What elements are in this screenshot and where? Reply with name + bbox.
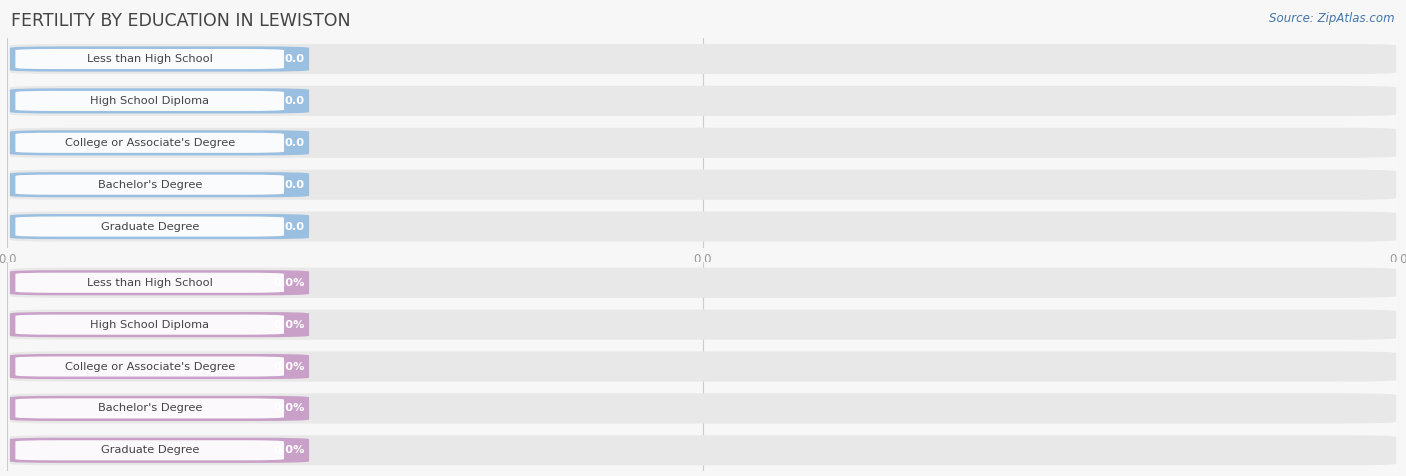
Text: 0.0%: 0.0% bbox=[273, 403, 305, 414]
Text: College or Associate's Degree: College or Associate's Degree bbox=[65, 138, 235, 148]
Text: College or Associate's Degree: College or Associate's Degree bbox=[65, 361, 235, 372]
FancyBboxPatch shape bbox=[10, 268, 1396, 298]
FancyBboxPatch shape bbox=[10, 312, 309, 337]
Text: 0.0: 0.0 bbox=[285, 96, 305, 106]
Text: 0.0%: 0.0% bbox=[273, 361, 305, 372]
Text: 0.0%: 0.0% bbox=[273, 445, 305, 456]
Text: Bachelor's Degree: Bachelor's Degree bbox=[97, 403, 202, 414]
FancyBboxPatch shape bbox=[10, 89, 309, 113]
Text: High School Diploma: High School Diploma bbox=[90, 96, 209, 106]
FancyBboxPatch shape bbox=[10, 47, 309, 71]
Text: Source: ZipAtlas.com: Source: ZipAtlas.com bbox=[1270, 12, 1395, 25]
FancyBboxPatch shape bbox=[15, 217, 284, 237]
FancyBboxPatch shape bbox=[10, 354, 309, 379]
FancyBboxPatch shape bbox=[10, 128, 1396, 158]
FancyBboxPatch shape bbox=[10, 438, 309, 463]
FancyBboxPatch shape bbox=[10, 270, 309, 295]
Text: Graduate Degree: Graduate Degree bbox=[100, 445, 198, 456]
Text: Graduate Degree: Graduate Degree bbox=[100, 221, 198, 232]
FancyBboxPatch shape bbox=[10, 169, 1396, 200]
FancyBboxPatch shape bbox=[15, 315, 284, 335]
Text: 0.0: 0.0 bbox=[285, 221, 305, 232]
FancyBboxPatch shape bbox=[10, 211, 1396, 242]
Text: High School Diploma: High School Diploma bbox=[90, 319, 209, 330]
Text: 0.0%: 0.0% bbox=[273, 278, 305, 288]
FancyBboxPatch shape bbox=[10, 309, 1396, 340]
FancyBboxPatch shape bbox=[10, 435, 1396, 466]
Text: 0.0%: 0.0% bbox=[273, 319, 305, 330]
FancyBboxPatch shape bbox=[15, 175, 284, 195]
FancyBboxPatch shape bbox=[15, 357, 284, 377]
FancyBboxPatch shape bbox=[15, 440, 284, 460]
FancyBboxPatch shape bbox=[15, 398, 284, 418]
FancyBboxPatch shape bbox=[10, 351, 1396, 382]
FancyBboxPatch shape bbox=[15, 273, 284, 293]
FancyBboxPatch shape bbox=[10, 214, 309, 239]
Text: Bachelor's Degree: Bachelor's Degree bbox=[97, 179, 202, 190]
Text: 0.0: 0.0 bbox=[285, 179, 305, 190]
FancyBboxPatch shape bbox=[15, 133, 284, 153]
Text: Less than High School: Less than High School bbox=[87, 54, 212, 64]
Text: 0.0: 0.0 bbox=[285, 54, 305, 64]
FancyBboxPatch shape bbox=[15, 49, 284, 69]
FancyBboxPatch shape bbox=[10, 396, 309, 421]
FancyBboxPatch shape bbox=[15, 91, 284, 111]
FancyBboxPatch shape bbox=[10, 86, 1396, 116]
FancyBboxPatch shape bbox=[10, 130, 309, 155]
FancyBboxPatch shape bbox=[10, 172, 309, 197]
Text: FERTILITY BY EDUCATION IN LEWISTON: FERTILITY BY EDUCATION IN LEWISTON bbox=[11, 12, 352, 30]
FancyBboxPatch shape bbox=[10, 44, 1396, 74]
FancyBboxPatch shape bbox=[10, 393, 1396, 424]
Text: Less than High School: Less than High School bbox=[87, 278, 212, 288]
Text: 0.0: 0.0 bbox=[285, 138, 305, 148]
